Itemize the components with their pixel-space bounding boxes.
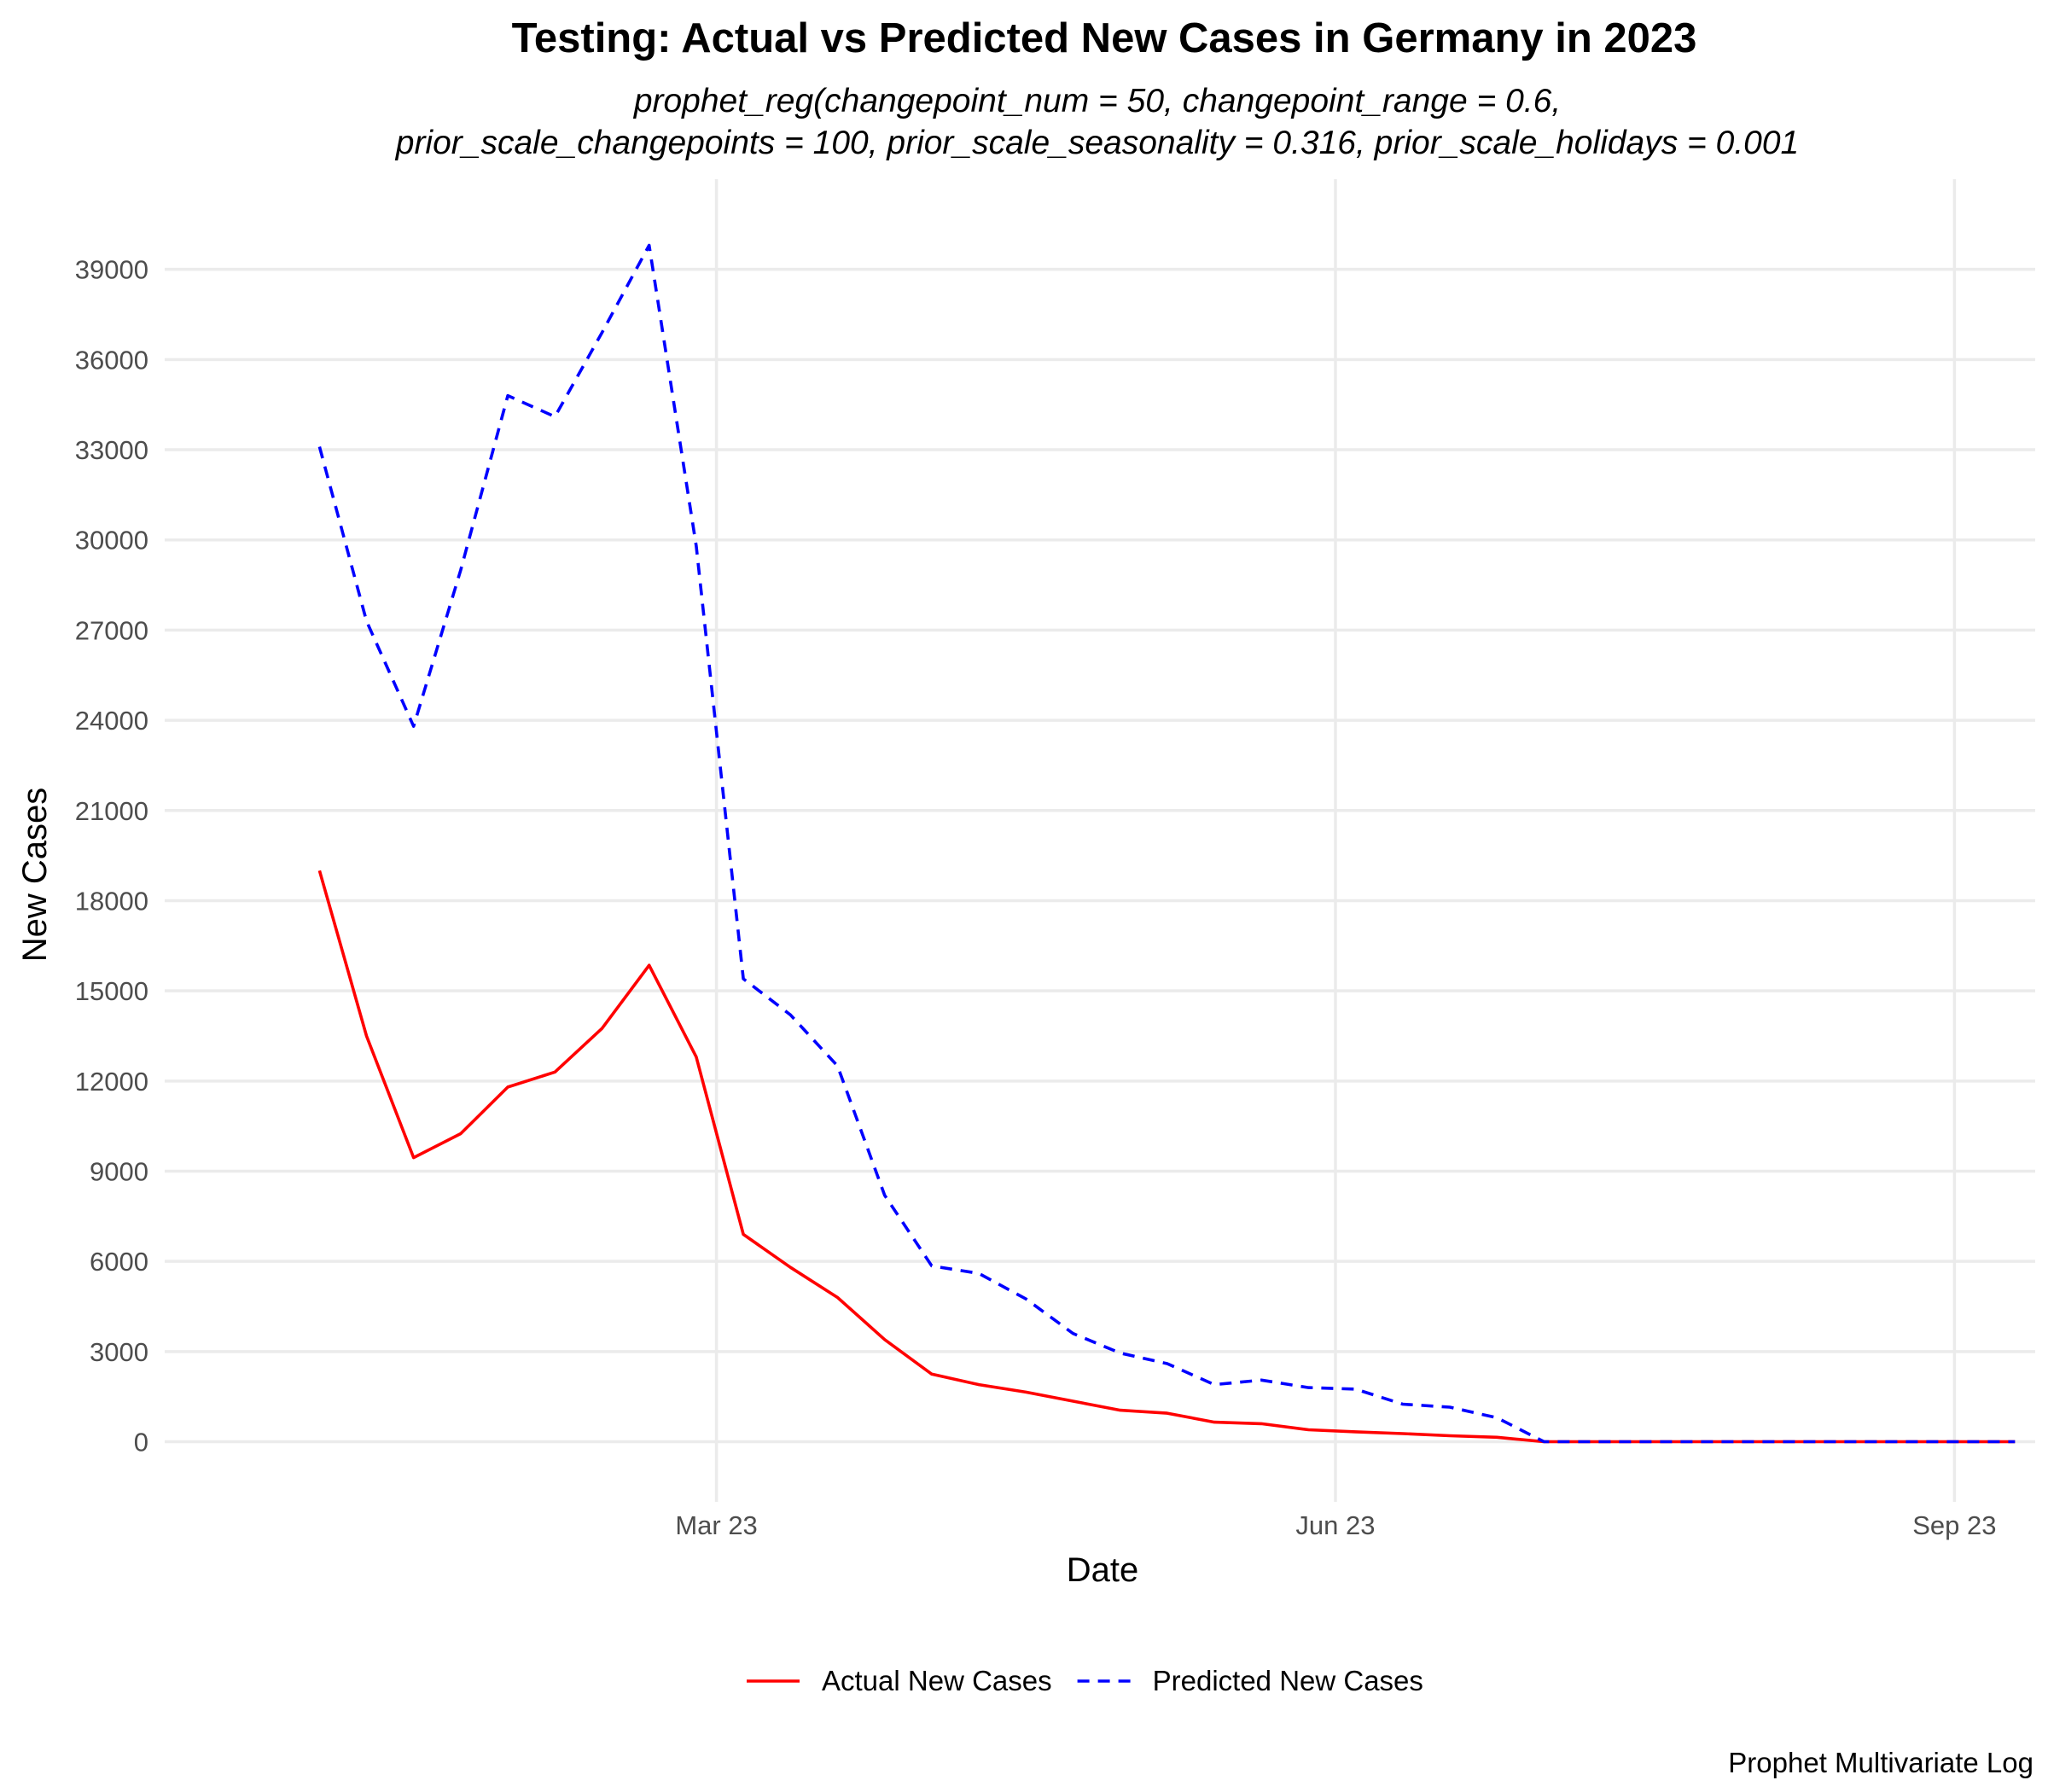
x-tick-label: Mar 23 [675, 1510, 757, 1540]
y-tick-label: 30000 [75, 526, 148, 556]
y-tick-label: 36000 [75, 345, 148, 375]
y-tick-label: 9000 [90, 1157, 148, 1187]
y-axis-title: New Cases [16, 788, 54, 963]
y-tick-label: 0 [134, 1428, 148, 1457]
y-tick-label: 15000 [75, 976, 148, 1006]
y-axis-ticks: 0 3000 6000 9000 12000 15000 18000 21000 24000 27… [75, 255, 148, 1457]
y-tick-label: 3000 [90, 1337, 148, 1367]
y-tick-label: 27000 [75, 615, 148, 645]
y-tick-label: 21000 [75, 796, 148, 826]
legend-label: Actual New Cases [822, 1665, 1052, 1696]
chart-caption: Prophet Multivariate Log [1728, 1747, 2033, 1778]
y-tick-label: 6000 [90, 1247, 148, 1277]
x-axis-title: Date [1067, 1551, 1139, 1589]
y-tick-label: 18000 [75, 886, 148, 916]
y-tick-label: 39000 [75, 255, 148, 285]
x-axis-ticks: Mar 23 Jun 23 Sep 23 [675, 1510, 1996, 1540]
y-tick-label: 12000 [75, 1067, 148, 1097]
chart-subtitle-line-1: prophet_reg(changepoint_num = 50, change… [633, 83, 1561, 119]
y-tick-label: 24000 [75, 706, 148, 736]
series-line-actual [317, 870, 2016, 1444]
legend: Actual New Cases Predicted New Cases [747, 1665, 1423, 1696]
y-tick-label: 33000 [75, 435, 148, 465]
series-lines [317, 243, 2016, 1444]
x-tick-label: Jun 23 [1295, 1510, 1375, 1540]
gridlines [165, 179, 2035, 1502]
x-tick-label: Sep 23 [1912, 1510, 1996, 1540]
legend-label: Predicted New Cases [1153, 1665, 1423, 1696]
chart-subtitle-line-2: prior_scale_changepoints = 100, prior_sc… [395, 125, 1800, 161]
chart-title: Testing: Actual vs Predicted New Cases i… [512, 15, 1697, 61]
series-line-predicted [317, 243, 2016, 1444]
